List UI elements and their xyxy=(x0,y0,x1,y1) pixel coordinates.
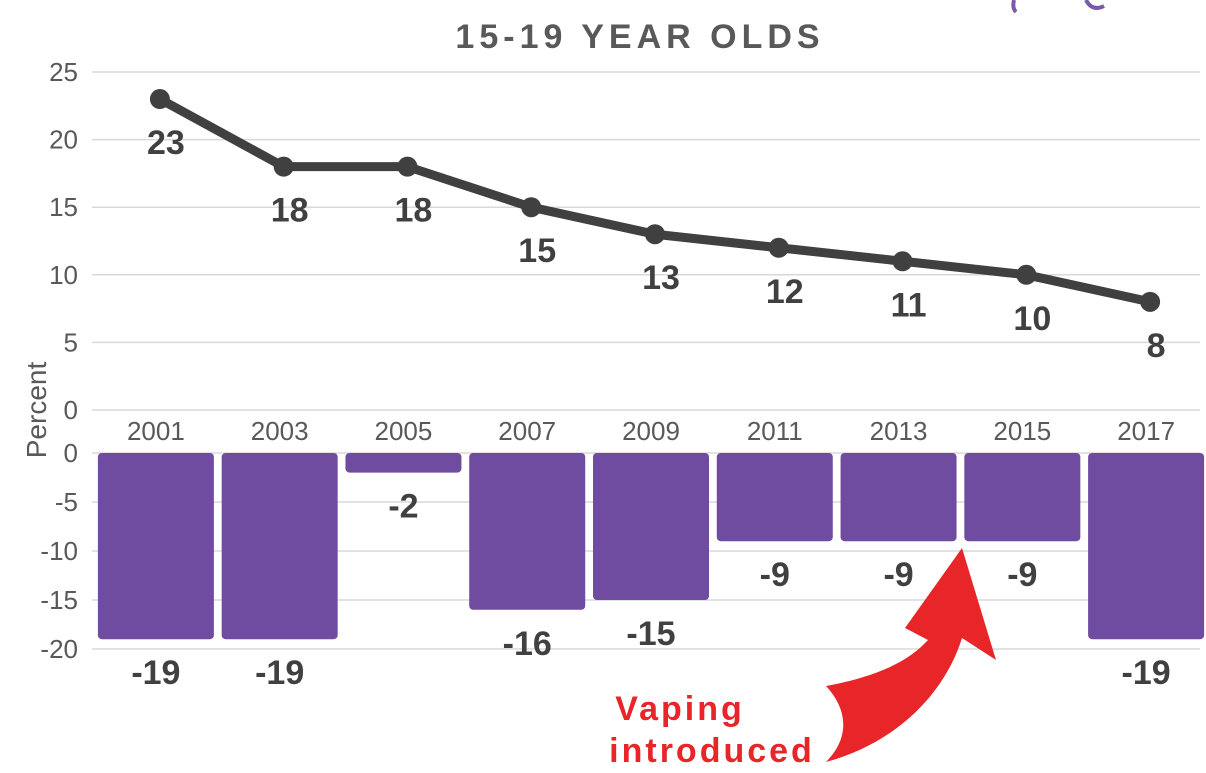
bar xyxy=(97,453,214,640)
category-label: 2005 xyxy=(375,416,433,446)
line-point xyxy=(149,89,170,110)
bar-data-label: -19 xyxy=(1122,654,1171,692)
line-y-ticks: 25 20 15 10 5 0 xyxy=(49,57,78,425)
bar-y-ticks: 0 -5 -10 -15 -20 xyxy=(40,438,78,664)
line-series xyxy=(149,89,1161,312)
line-data-label: 15 xyxy=(518,232,556,270)
bar xyxy=(840,453,957,542)
line-data-label: 18 xyxy=(395,192,433,230)
line-y-tick-label: 0 xyxy=(64,395,78,425)
bar-data-label: -19 xyxy=(131,654,180,692)
bar-data-label: -2 xyxy=(388,488,418,526)
line-gridlines xyxy=(92,71,1200,411)
line-point xyxy=(273,156,294,177)
bar-data-labels: -19 -19 -2 -16 -15 -9 -9 -9 -19 xyxy=(131,488,1170,693)
category-label: 2011 xyxy=(747,416,803,446)
line-y-tick-label: 5 xyxy=(64,327,78,357)
annotation-line-1: Vaping xyxy=(615,690,744,728)
annotation-line-2: introduced xyxy=(609,732,815,770)
line-data-label: 10 xyxy=(1013,300,1051,338)
category-label: 2015 xyxy=(993,416,1051,446)
line-point xyxy=(768,237,789,258)
line-data-label: 11 xyxy=(891,286,927,324)
category-label: 2013 xyxy=(870,416,928,446)
category-labels: 2001 2003 2005 2007 2009 2011 2013 2015 2017 xyxy=(127,416,1175,446)
line-data-label: 12 xyxy=(766,273,804,311)
line-y-tick-label: 25 xyxy=(49,57,78,87)
line-point xyxy=(521,197,542,218)
corner-decoration xyxy=(1084,0,1105,10)
category-label: 2009 xyxy=(622,416,680,446)
bar xyxy=(469,453,586,610)
bar xyxy=(964,453,1081,542)
bar-y-tick-label: -20 xyxy=(40,634,78,664)
bar xyxy=(1088,453,1205,640)
corner-decoration-left xyxy=(1011,0,1018,14)
bar-data-label: -19 xyxy=(255,654,304,692)
line-point xyxy=(1140,291,1161,312)
category-label: 2001 xyxy=(127,416,185,446)
bar xyxy=(345,453,462,473)
line-point xyxy=(1016,264,1037,285)
bar xyxy=(221,453,338,640)
bar-y-tick-label: -15 xyxy=(40,585,78,615)
line-data-label: 23 xyxy=(147,124,185,162)
line-data-labels: 23 18 18 15 13 12 11 10 8 xyxy=(147,124,1166,365)
line-data-label: 8 xyxy=(1147,327,1166,365)
y-axis-label: Percent xyxy=(21,362,52,459)
bar-data-label: -15 xyxy=(626,615,675,653)
category-label: 2017 xyxy=(1117,416,1175,446)
chart-title: 15-19 YEAR OLDS xyxy=(455,18,824,56)
line-y-tick-label: 15 xyxy=(49,192,78,222)
curved-arrow xyxy=(826,548,996,762)
bar-data-label: -9 xyxy=(760,556,790,594)
line-point xyxy=(892,251,913,272)
bar-y-tick-label: -5 xyxy=(55,487,78,517)
bar-y-tick-label: 0 xyxy=(64,438,78,468)
bar-y-tick-label: -10 xyxy=(40,536,78,566)
bar-data-label: -9 xyxy=(883,556,913,594)
bar-data-label: -16 xyxy=(503,625,552,663)
bar xyxy=(593,453,709,600)
category-label: 2007 xyxy=(498,416,556,446)
bar-series xyxy=(97,453,1205,640)
line-point xyxy=(397,156,418,177)
bar-data-label: -9 xyxy=(1007,556,1037,594)
category-label: 2003 xyxy=(251,416,309,446)
line-y-tick-label: 10 xyxy=(49,260,78,290)
line-y-tick-label: 20 xyxy=(49,125,78,155)
line-point xyxy=(645,224,665,245)
bar xyxy=(716,453,833,542)
line-data-label: 18 xyxy=(271,192,309,230)
line-data-label: 13 xyxy=(642,259,680,297)
